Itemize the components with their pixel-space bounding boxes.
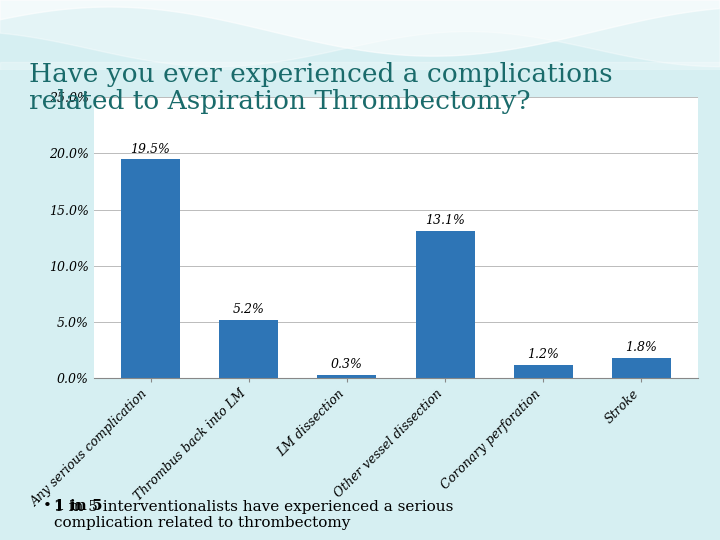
- Bar: [220, 320, 278, 378]
- Text: 1 in 5: 1 in 5: [54, 500, 102, 514]
- Bar: [121, 159, 180, 378]
- Bar: [612, 358, 671, 378]
- Text: 19.5%: 19.5%: [130, 143, 171, 156]
- Bar: [514, 364, 572, 378]
- Text: related to Aspiration Thrombectomy?: related to Aspiration Thrombectomy?: [29, 89, 531, 114]
- Text: 1 in 5 interventionalists have experienced a serious
complication related to thr: 1 in 5 interventionalists have experienc…: [54, 500, 454, 530]
- Text: 13.1%: 13.1%: [425, 214, 465, 227]
- Bar: [415, 231, 474, 378]
- Bar: [318, 375, 377, 378]
- Text: 1.2%: 1.2%: [527, 348, 559, 361]
- Text: 5.2%: 5.2%: [233, 303, 265, 316]
- Text: 0.3%: 0.3%: [331, 358, 363, 372]
- Text: Have you ever experienced a complications: Have you ever experienced a complication…: [29, 62, 613, 87]
- Text: •: •: [43, 500, 57, 514]
- Text: 1.8%: 1.8%: [626, 341, 657, 354]
